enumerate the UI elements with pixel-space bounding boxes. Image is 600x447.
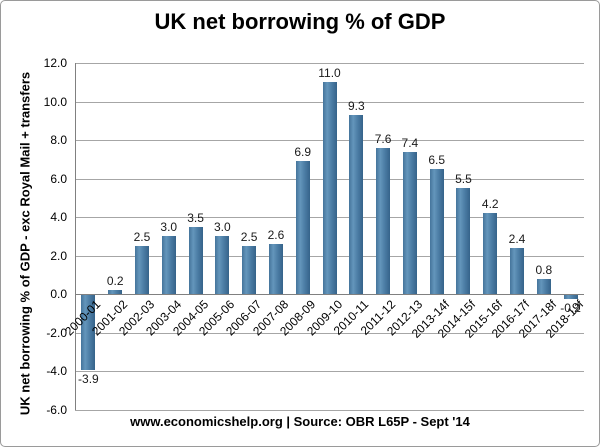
chart-title: UK net borrowing % of GDP xyxy=(154,9,446,34)
y-gridline xyxy=(75,371,584,372)
y-tick-label: -4.0 xyxy=(46,364,67,378)
bar xyxy=(563,295,578,299)
bar-value-label: 0.8 xyxy=(535,262,553,277)
bar-value-label: 2.4 xyxy=(508,231,526,246)
bar-value-label: 3.5 xyxy=(187,210,204,225)
bar xyxy=(188,226,203,294)
bar xyxy=(402,151,417,294)
bar-value-label: 3.0 xyxy=(160,220,178,235)
y-tick-label: 4.0 xyxy=(50,210,67,224)
bar xyxy=(510,247,525,294)
bar-value-label: 2.6 xyxy=(267,227,285,242)
y-tick-label: 8.0 xyxy=(50,133,67,147)
y-tick-label: 6.0 xyxy=(50,171,67,186)
y-gridline xyxy=(75,63,584,64)
bar-value-label: 9.3 xyxy=(347,98,365,113)
y-tick-label: 0.0 xyxy=(50,287,67,301)
bar xyxy=(456,188,471,294)
bar-value-label: 6.9 xyxy=(294,145,312,160)
bar xyxy=(161,236,176,294)
bar-value-label: 11.0 xyxy=(318,66,341,81)
bar xyxy=(268,243,283,294)
bar xyxy=(349,114,364,294)
y-tick-label: -6.0 xyxy=(46,402,67,417)
x-axis-line xyxy=(75,294,584,295)
bar-value-label: 5.5 xyxy=(455,172,472,187)
chart-footer-source: www.economicshelp.org | Source: OBR L65P… xyxy=(130,414,470,429)
bar xyxy=(242,245,257,294)
bar-value-label: -3.9 xyxy=(78,372,99,387)
y-tick-label: 12.0 xyxy=(43,56,67,70)
bar-value-label: 3.0 xyxy=(213,220,231,235)
y-axis-line xyxy=(75,63,76,410)
bar xyxy=(376,147,391,294)
bar xyxy=(81,295,96,371)
bar xyxy=(322,82,337,294)
bar xyxy=(536,278,551,294)
bar-value-label: 2.5 xyxy=(240,229,258,244)
y-gridline xyxy=(75,409,584,411)
bar xyxy=(429,168,444,294)
bar-value-label: -0.2 xyxy=(560,300,581,315)
bar-value-label: 2.5 xyxy=(133,229,151,244)
bar xyxy=(295,161,310,294)
bar-value-label: 0.2 xyxy=(106,274,124,289)
y-tick-label: -2.0 xyxy=(46,325,67,340)
bar xyxy=(483,213,498,294)
bar-value-label: 4.2 xyxy=(481,197,499,212)
bar xyxy=(134,245,149,294)
bar-value-label: 7.6 xyxy=(374,131,392,146)
bar-value-label: 7.4 xyxy=(401,135,419,150)
bar-value-label: 6.5 xyxy=(428,152,445,167)
y-tick-label: 2.0 xyxy=(50,248,67,263)
bar xyxy=(215,236,230,294)
bar xyxy=(108,290,123,294)
y-tick-label: 10.0 xyxy=(43,94,67,109)
y-gridline xyxy=(75,332,584,334)
